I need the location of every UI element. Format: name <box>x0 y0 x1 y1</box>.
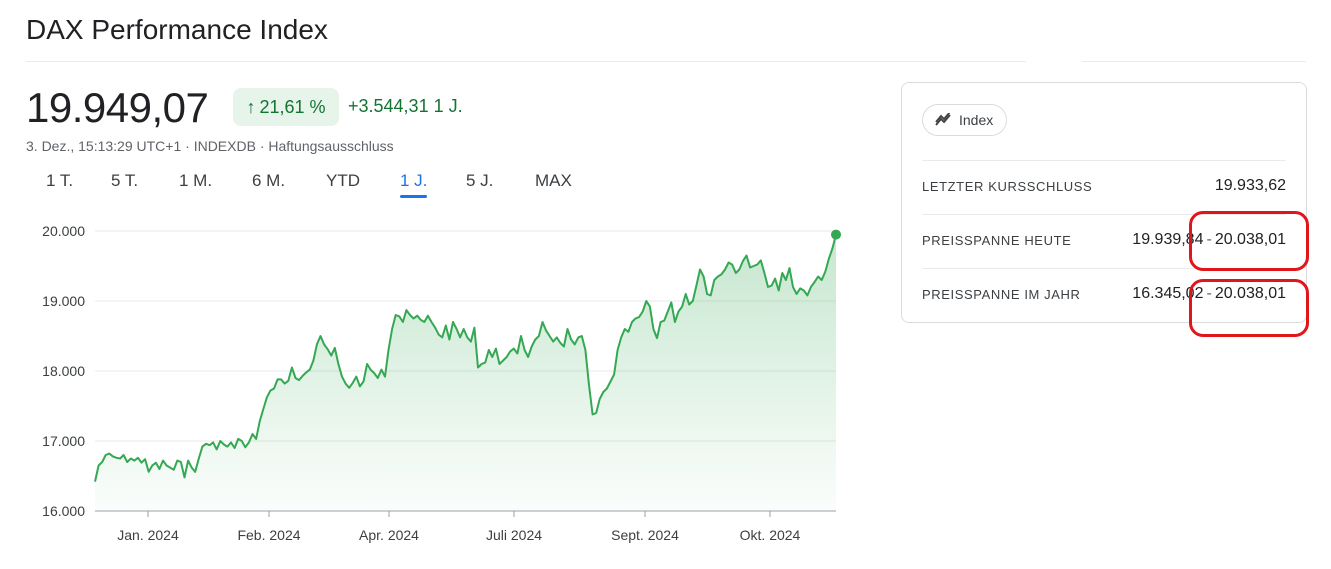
x-tick-label: Apr. 2024 <box>359 527 419 543</box>
stat-value-high: 20.038,01 <box>1214 231 1286 248</box>
change-absolute: +3.544,31 1 J. <box>348 96 463 116</box>
range-separator: - <box>1206 231 1212 248</box>
price-line <box>94 234 837 482</box>
change-percent: 21,61 % <box>259 96 326 117</box>
highlight-annotation <box>1189 211 1309 271</box>
range-tab[interactable]: 5 T. <box>111 171 139 190</box>
header-divider-right <box>1082 61 1306 62</box>
trending-icon <box>935 113 951 126</box>
x-tick-label: Okt. 2024 <box>740 527 801 543</box>
y-tick-label: 19.000 <box>42 293 85 309</box>
range-tab[interactable]: 5 J. <box>466 171 494 190</box>
y-tick-label: 16.000 <box>42 503 85 519</box>
stat-row-last-close: LETZTER KURSSCHLUSS 19.933,62 <box>922 160 1286 214</box>
stat-value-low: 19.939,84 <box>1132 231 1204 248</box>
range-tab[interactable]: YTD <box>326 171 360 190</box>
stat-value: 19.939,84-20.038,01 <box>1132 231 1286 249</box>
y-tick-label: 20.000 <box>42 223 85 239</box>
key-stats-card: Index LETZTER KURSSCHLUSS 19.933,62 PREI… <box>901 82 1307 323</box>
x-tick-label: Sept. 2024 <box>611 527 679 543</box>
stat-value: 16.345,02-20.038,01 <box>1132 285 1286 303</box>
header-divider <box>26 61 1026 62</box>
x-tick-label: Juli 2024 <box>486 527 542 543</box>
stat-row-day-range: PREISSPANNE HEUTE 19.939,84-20.038,01 <box>922 214 1286 268</box>
range-tab[interactable]: 1 T. <box>46 171 74 190</box>
highlight-annotation <box>1189 279 1309 337</box>
x-axis: Jan. 2024 Feb. 2024 Apr. 2024 Juli 2024 Sept… <box>117 511 801 543</box>
stat-value-high: 20.038,01 <box>1214 285 1286 302</box>
x-tick-label: Jan. 2024 <box>117 527 179 543</box>
stat-row-year-range: PREISSPANNE IM JAHR 16.345,02-20.038,01 <box>922 268 1286 322</box>
stat-label: LETZTER KURSSCHLUSS <box>922 179 1093 194</box>
stat-label: PREISSPANNE HEUTE <box>922 233 1072 248</box>
range-tab[interactable]: 1 M. <box>179 171 213 190</box>
index-title: DAX Performance Index <box>26 14 328 45</box>
y-axis: 20.000 19.000 18.000 17.000 16.000 <box>42 223 85 519</box>
current-price: 19.949,07 <box>26 84 209 131</box>
price-area <box>95 234 836 511</box>
stat-value-1: 19.933,62 <box>1214 177 1286 194</box>
chip-label: Index <box>959 112 994 128</box>
current-price-marker <box>831 229 841 240</box>
range-separator: - <box>1206 285 1212 302</box>
stat-value-low: 16.345,02 <box>1132 285 1204 302</box>
quote-meta[interactable]: 3. Dez., 15:13:29 UTC+1 · INDEXDB · Haft… <box>26 138 394 154</box>
stat-label: PREISSPANNE IM JAHR <box>922 287 1081 302</box>
stat-value: 19.933,62 <box>1215 177 1286 195</box>
y-tick-label: 17.000 <box>42 433 85 449</box>
price-chart[interactable]: 20.000 19.000 18.000 17.000 16.000 Jan. 2024… <box>0 210 880 560</box>
y-tick-label: 18.000 <box>42 363 85 379</box>
index-chip[interactable]: Index <box>922 104 1008 136</box>
x-tick-label: Feb. 2024 <box>237 527 300 543</box>
range-tab[interactable]: 6 M. <box>252 171 286 190</box>
range-tab[interactable]: MAX <box>535 171 572 190</box>
range-tab[interactable]: 1 J. <box>400 171 428 198</box>
arrow-up-icon: ↑ <box>246 96 256 117</box>
change-percent-badge: ↑ 21,61 % <box>233 88 339 126</box>
